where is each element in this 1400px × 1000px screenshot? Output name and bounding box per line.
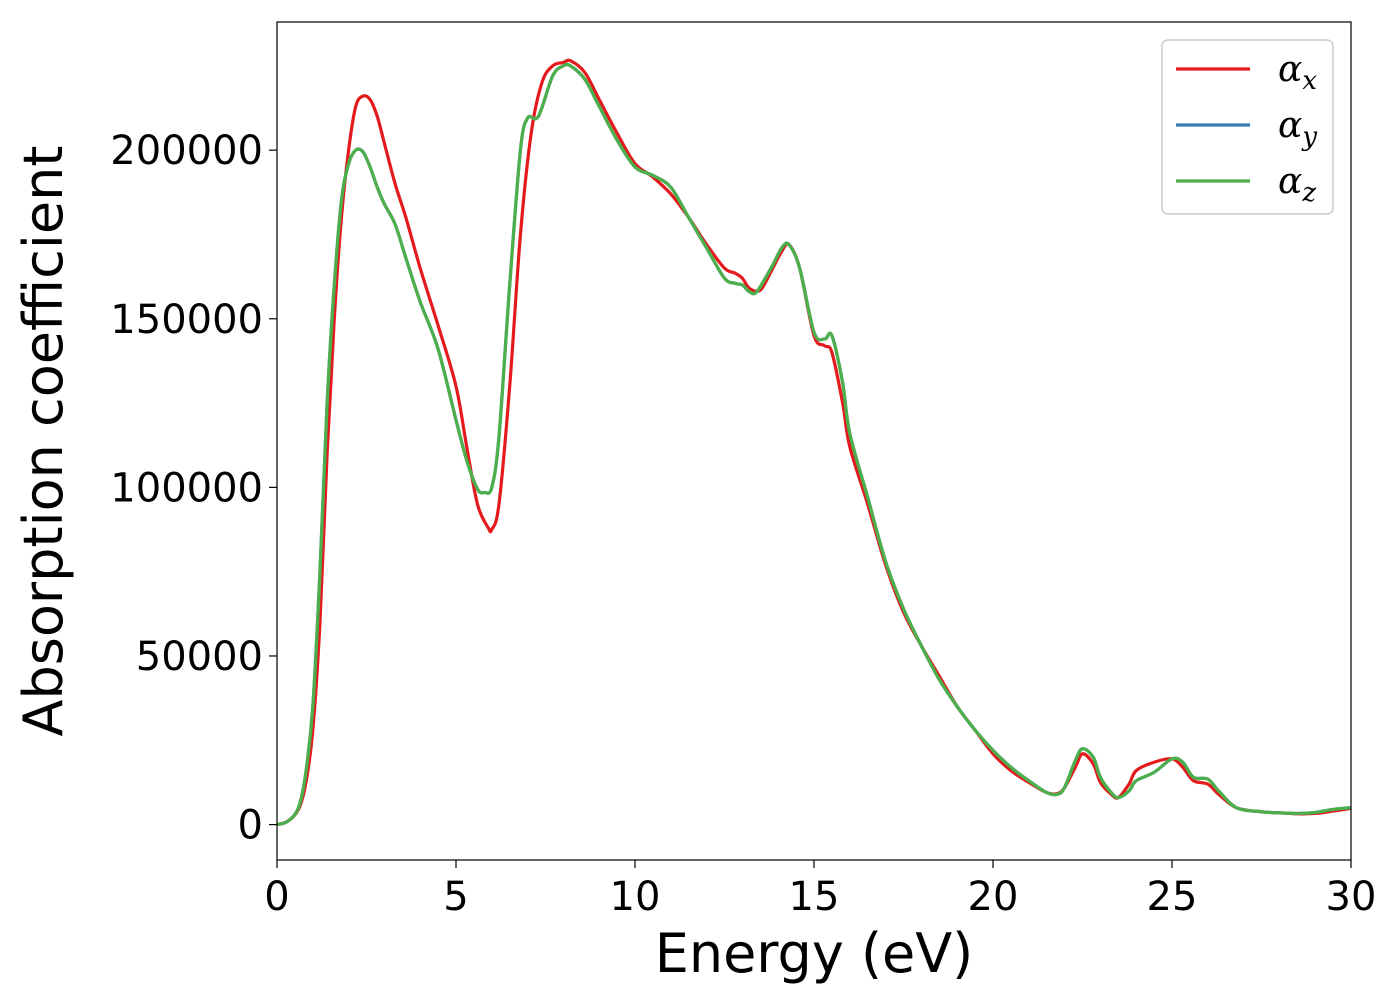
x-tick-label: 25 bbox=[1147, 874, 1198, 920]
x-axis-label: Energy (eV) bbox=[655, 922, 974, 985]
legend-entry-x: αx bbox=[1278, 49, 1317, 96]
legend-symbol: α bbox=[1278, 105, 1302, 146]
y-tick-label: 200000 bbox=[110, 128, 263, 174]
legend-entry-z: αz bbox=[1278, 161, 1316, 208]
legend-entry-y: αy bbox=[1278, 105, 1317, 152]
y-tick-label: 0 bbox=[238, 803, 263, 849]
x-tick-label: 15 bbox=[789, 874, 840, 920]
series-layer bbox=[277, 58, 1351, 827]
x-axis: 0 5 10 15 20 25 30 bbox=[264, 860, 1376, 920]
x-tick-label: 20 bbox=[968, 874, 1019, 920]
x-tick-label: 30 bbox=[1326, 874, 1377, 920]
legend-box bbox=[1161, 39, 1334, 215]
y-tick-label: 150000 bbox=[110, 297, 263, 343]
x-tick-label: 10 bbox=[610, 874, 661, 920]
legend-subscript: z bbox=[1301, 178, 1316, 208]
y-axis: 0 50000 100000 150000 200000 bbox=[110, 128, 277, 849]
series-line-z bbox=[277, 62, 1351, 827]
legend-symbol: α bbox=[1278, 49, 1302, 90]
x-tick-label: 5 bbox=[443, 874, 468, 920]
legend-symbol: α bbox=[1278, 161, 1302, 202]
legend-subscript: y bbox=[1301, 122, 1317, 152]
y-tick-label: 100000 bbox=[110, 465, 263, 511]
legend-subscript: x bbox=[1302, 66, 1317, 96]
y-tick-label: 50000 bbox=[136, 634, 263, 680]
y-axis-label: Absorption coefficient bbox=[12, 146, 75, 737]
x-tick-label: 0 bbox=[264, 874, 289, 920]
